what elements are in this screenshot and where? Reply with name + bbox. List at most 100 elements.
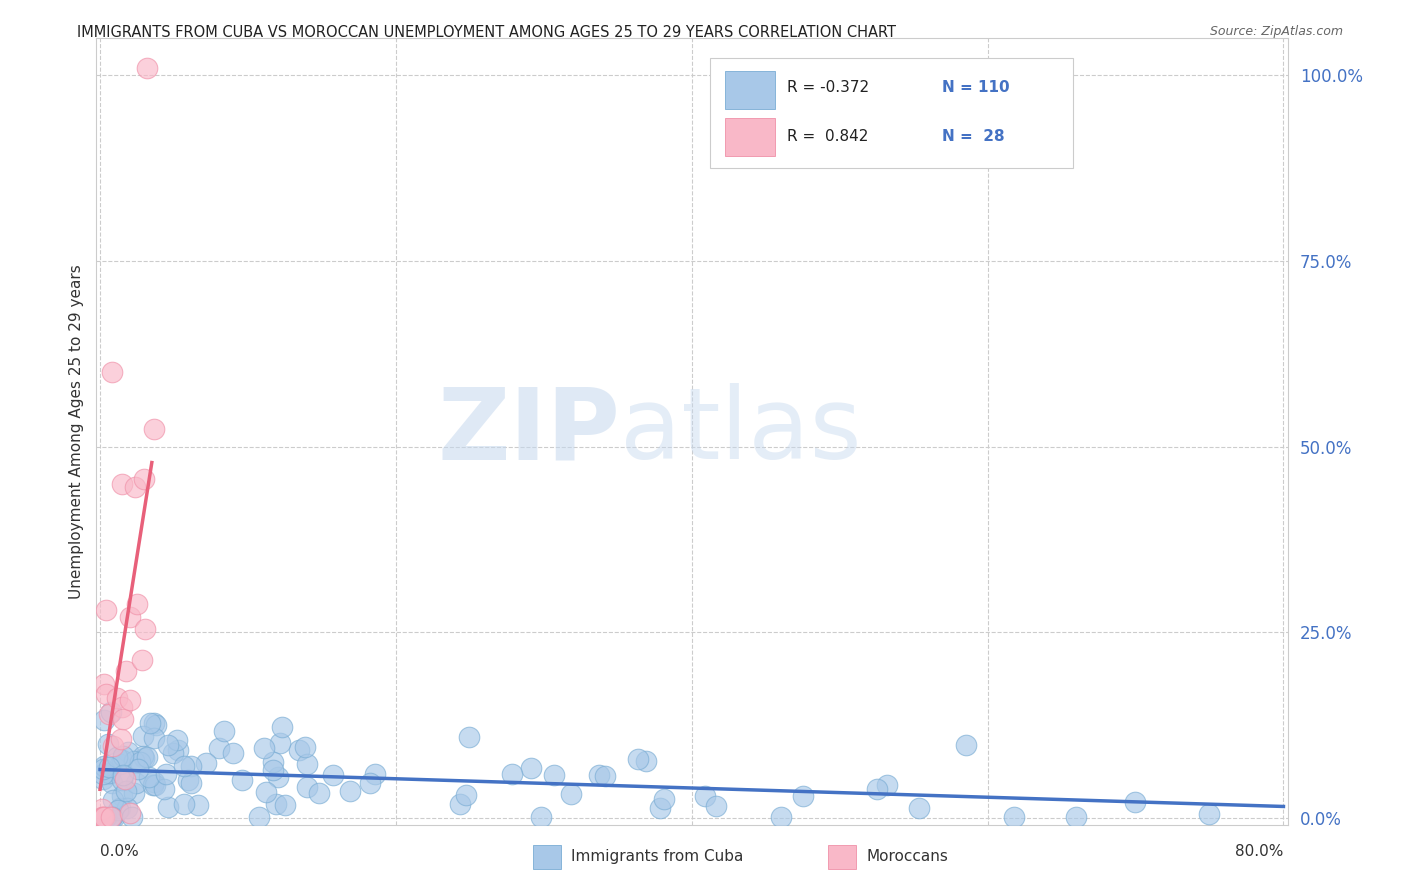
Point xyxy=(114,772,136,786)
Point xyxy=(1002,810,1025,824)
Text: N =  28: N = 28 xyxy=(942,129,1005,145)
Point xyxy=(231,773,253,788)
Point xyxy=(96,687,118,701)
Point xyxy=(115,784,138,798)
Point xyxy=(93,810,115,824)
Point xyxy=(110,732,132,747)
Point xyxy=(90,802,112,816)
Point xyxy=(90,810,112,824)
Point xyxy=(131,653,153,667)
Point xyxy=(288,742,311,756)
Point xyxy=(97,760,120,774)
Text: R =  0.842: R = 0.842 xyxy=(787,129,869,145)
Point xyxy=(110,753,132,767)
Point xyxy=(132,730,155,744)
Point xyxy=(1123,795,1146,809)
Point xyxy=(271,720,294,734)
Point xyxy=(652,792,675,806)
Point xyxy=(297,780,319,795)
Point xyxy=(187,798,209,813)
Point xyxy=(792,789,814,803)
Point xyxy=(125,776,148,790)
Point xyxy=(97,765,120,780)
Point xyxy=(634,754,657,768)
Point xyxy=(295,757,318,772)
Point xyxy=(501,767,523,781)
Point xyxy=(162,746,184,760)
Point xyxy=(308,786,330,800)
Text: Source: ZipAtlas.com: Source: ZipAtlas.com xyxy=(1209,25,1343,38)
Point xyxy=(262,763,284,777)
Text: IMMIGRANTS FROM CUBA VS MOROCCAN UNEMPLOYMENT AMONG AGES 25 TO 29 YEARS CORRELAT: IMMIGRANTS FROM CUBA VS MOROCCAN UNEMPLO… xyxy=(77,25,897,40)
Point xyxy=(122,787,145,801)
Point xyxy=(177,773,200,788)
Point xyxy=(693,789,716,803)
Point xyxy=(107,803,129,817)
Point xyxy=(101,809,124,823)
Point xyxy=(449,797,471,811)
Point xyxy=(262,755,284,769)
Point xyxy=(145,778,167,792)
Point xyxy=(167,743,190,757)
Point xyxy=(112,768,135,782)
Point xyxy=(955,738,977,752)
Text: 0.0%: 0.0% xyxy=(100,844,139,859)
Point xyxy=(111,476,134,491)
Point xyxy=(157,800,180,814)
Point xyxy=(91,772,114,787)
Point xyxy=(704,798,727,813)
Point xyxy=(253,741,276,756)
Point xyxy=(91,810,114,824)
Point xyxy=(138,770,160,784)
Point xyxy=(269,736,291,750)
Point xyxy=(247,810,270,824)
Point xyxy=(264,797,287,811)
Point xyxy=(121,810,143,824)
Point xyxy=(457,730,479,744)
Point xyxy=(93,677,115,691)
Point xyxy=(115,801,138,815)
Point xyxy=(94,603,117,617)
Point xyxy=(111,712,134,726)
Point xyxy=(212,723,235,738)
Point xyxy=(180,776,202,790)
Y-axis label: Unemployment Among Ages 25 to 29 years: Unemployment Among Ages 25 to 29 years xyxy=(69,264,84,599)
Point xyxy=(139,715,162,730)
Point xyxy=(124,480,146,494)
Point xyxy=(132,751,155,765)
Point xyxy=(100,705,122,719)
Point xyxy=(364,766,387,780)
Point xyxy=(143,716,166,731)
Point xyxy=(155,766,177,780)
Point xyxy=(118,693,141,707)
Point xyxy=(145,718,167,732)
Text: N = 110: N = 110 xyxy=(942,79,1010,95)
Point xyxy=(134,622,156,636)
Point xyxy=(267,770,290,784)
Point xyxy=(1198,807,1220,822)
Point xyxy=(97,706,120,721)
Point xyxy=(110,757,132,772)
Point xyxy=(627,752,650,766)
Point xyxy=(100,810,122,824)
Point xyxy=(143,774,166,789)
Point xyxy=(105,749,128,764)
Point xyxy=(136,61,159,75)
Point xyxy=(98,765,121,780)
Text: 80.0%: 80.0% xyxy=(1234,844,1284,859)
Point xyxy=(254,785,277,799)
Point xyxy=(120,609,142,624)
Point xyxy=(134,472,156,486)
Point xyxy=(105,691,128,706)
Point xyxy=(112,749,135,764)
Point xyxy=(530,810,553,824)
Point xyxy=(110,800,132,814)
Point xyxy=(588,768,610,782)
Point xyxy=(117,745,139,759)
Text: atlas: atlas xyxy=(620,384,862,480)
FancyBboxPatch shape xyxy=(710,58,1073,169)
Point xyxy=(135,750,157,764)
Point xyxy=(173,797,195,811)
Point xyxy=(125,597,148,611)
Point xyxy=(118,805,141,820)
